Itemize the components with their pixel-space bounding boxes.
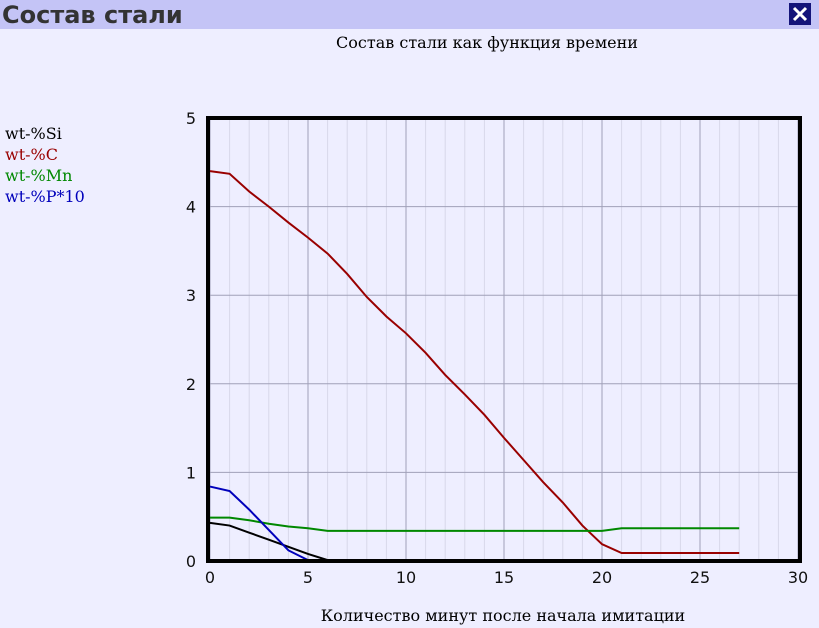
legend-entry: wt-%P*10: [5, 187, 85, 206]
y-tick-label: 0: [186, 552, 196, 571]
y-tick-label: 4: [186, 198, 196, 217]
close-button[interactable]: [789, 3, 811, 25]
legend-entry: wt-%C: [5, 145, 58, 164]
series-line: [210, 516, 740, 532]
x-tick-label: 20: [592, 568, 612, 587]
x-tick-label: 5: [303, 568, 313, 587]
x-tick-label: 0: [205, 568, 215, 587]
header: Состав стали: [0, 0, 819, 29]
x-tick-label: 15: [494, 568, 514, 587]
x-tick-label: 30: [788, 568, 808, 587]
series-line: [209, 170, 740, 555]
y-tick-label: 5: [186, 109, 196, 128]
legend-entry: wt-%Mn: [5, 166, 72, 185]
window-title: Состав стали: [2, 1, 183, 29]
y-tick-label: 1: [186, 463, 196, 482]
series-line: [209, 485, 309, 562]
plot-frame: [206, 116, 802, 563]
legend-entry: wt-%Si: [5, 124, 62, 143]
y-tick-label: 3: [186, 286, 196, 305]
chart-title: Состав стали как функция времени: [336, 33, 638, 52]
x-tick-label: 10: [396, 568, 416, 587]
close-icon: [792, 6, 808, 22]
y-tick-label: 2: [186, 375, 196, 394]
series-line: [209, 521, 328, 562]
x-tick-label: 25: [690, 568, 710, 587]
x-axis-label: Количество минут после начала имитации: [321, 606, 685, 625]
